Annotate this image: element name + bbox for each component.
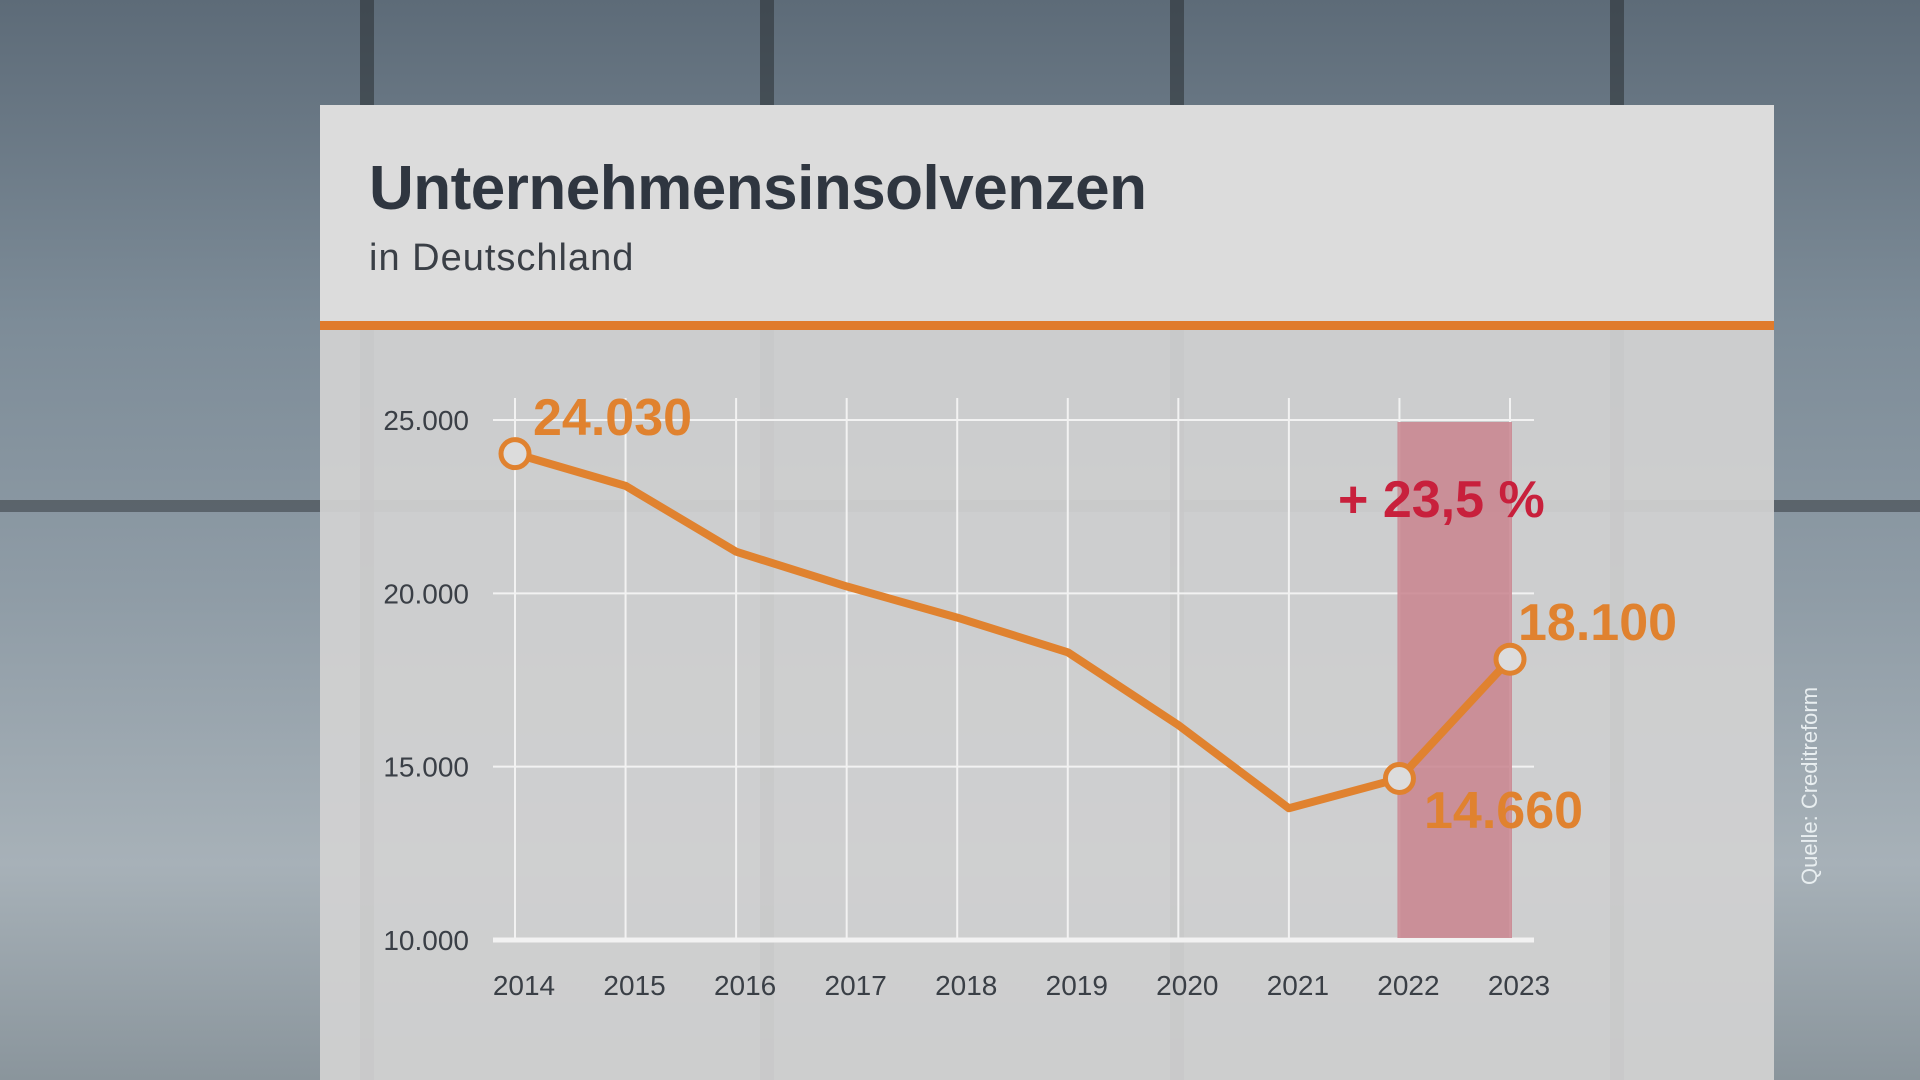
x-tick-label: 2020 [1156,970,1218,1001]
y-tick-label: 15.000 [383,752,469,783]
data-point-marker [1493,642,1527,676]
value-label-2014: 24.030 [533,389,692,447]
y-tick-label: 20.000 [383,578,469,609]
change-label: + 23,5 % [1338,471,1545,529]
x-tick-label: 2017 [825,970,887,1001]
data-point-marker [1382,761,1416,795]
x-tick-label: 2016 [714,970,776,1001]
x-tick-label: 2018 [935,970,997,1001]
value-label-2022: 14.660 [1424,782,1583,840]
x-tick-label: 2021 [1267,970,1329,1001]
source-credit: Quelle: Creditreform [1797,686,1822,885]
x-tick-label: 2019 [1046,970,1108,1001]
chart-title: Unternehmensinsolvenzen [369,154,1147,223]
y-tick-label: 25.000 [383,405,469,436]
x-tick-label: 2015 [603,970,665,1001]
chart-header: Unternehmensinsolvenzen in Deutschland [320,105,1774,321]
value-label-2023: 18.100 [1518,594,1677,652]
x-tick-label: 2014 [493,970,555,1001]
chart-subtitle: in Deutschland [369,237,635,279]
accent-rule [320,321,1774,330]
x-tick-label: 2023 [1488,970,1550,1001]
x-tick-label: 2022 [1377,970,1439,1001]
y-tick-label: 10.000 [383,925,469,956]
data-point-marker [498,437,532,471]
series-line [513,449,1513,813]
